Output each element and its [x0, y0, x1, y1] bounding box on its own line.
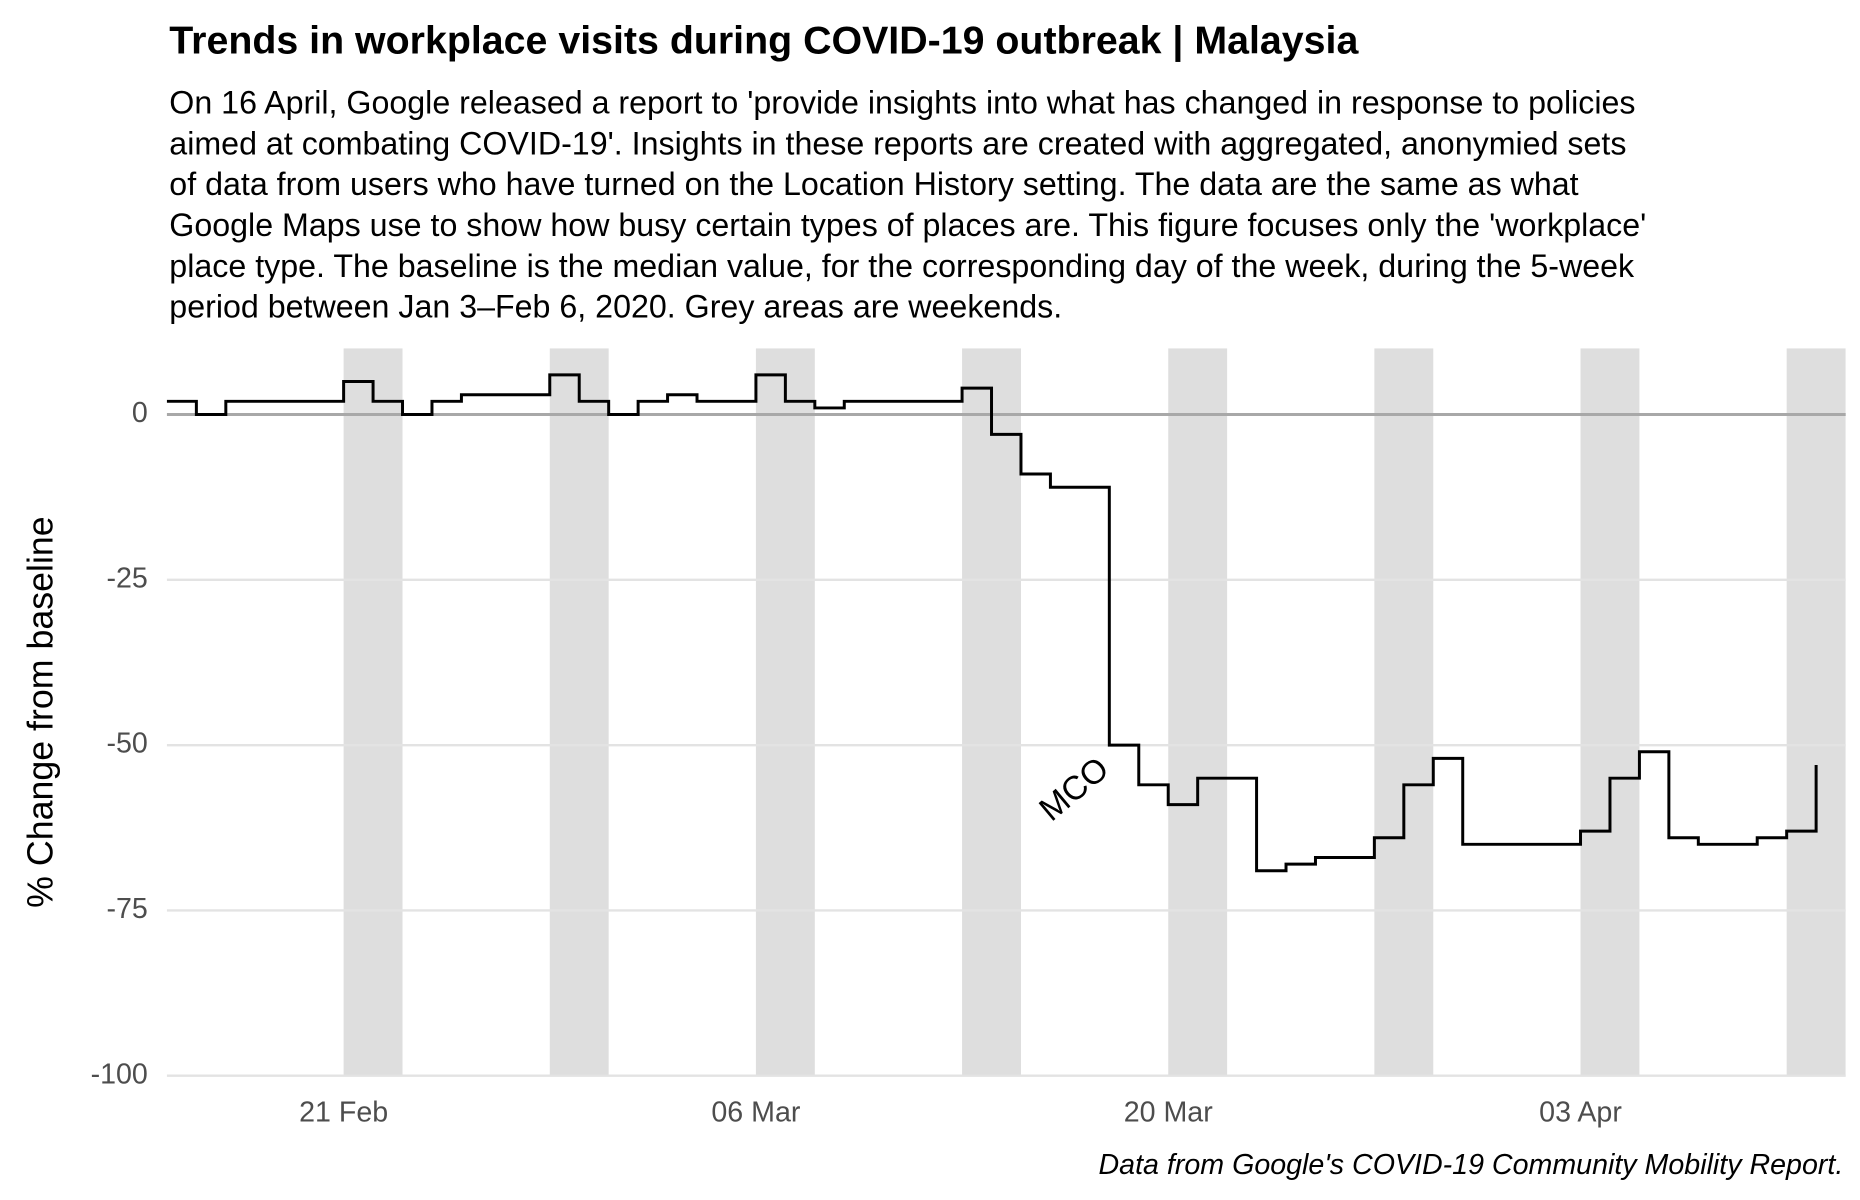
subtitle-line: of data from users who have turned on th… — [169, 166, 1578, 202]
annotation: MCO — [1033, 750, 1116, 828]
weekend-band — [1168, 348, 1228, 1076]
weekend-band — [1374, 348, 1434, 1076]
y-tick-label: -25 — [106, 562, 147, 594]
subtitle-line: period between Jan 3–Feb 6, 2020. Grey a… — [169, 289, 1062, 325]
weekend-band — [962, 348, 1021, 1076]
subtitle-line: On 16 April, Google released a report to… — [169, 85, 1635, 121]
y-axis-label: % Change from baseline — [20, 516, 60, 908]
weekend-band — [1786, 348, 1846, 1076]
x-tick-label: 03 Apr — [1539, 1096, 1622, 1128]
y-tick-label: 0 — [132, 397, 148, 429]
step-line — [166, 373, 1818, 873]
subtitle-line: Google Maps use to show how busy certain… — [169, 207, 1646, 243]
weekend-band — [755, 348, 815, 1076]
subtitle-line: place type. The baseline is the median v… — [169, 248, 1635, 284]
y-tick-label: -50 — [106, 728, 147, 760]
weekend-band — [549, 348, 609, 1076]
subtitle: On 16 April, Google released a report to… — [169, 85, 1646, 325]
y-tick-label: -100 — [91, 1058, 148, 1090]
x-tick-label: 20 Mar — [1124, 1096, 1214, 1128]
x-tick-label: 21 Feb — [299, 1096, 388, 1128]
caption: Data from Google's COVID-19 Community Mo… — [1099, 1149, 1844, 1181]
x-tick-label: 06 Mar — [711, 1096, 801, 1128]
weekend-band — [1580, 348, 1640, 1076]
chart-title: Trends in workplace visits during COVID-… — [169, 19, 1359, 63]
y-tick-label: -75 — [106, 893, 147, 925]
subtitle-line: aimed at combating COVID-19'. Insights i… — [169, 125, 1626, 161]
weekend-band — [343, 348, 403, 1076]
